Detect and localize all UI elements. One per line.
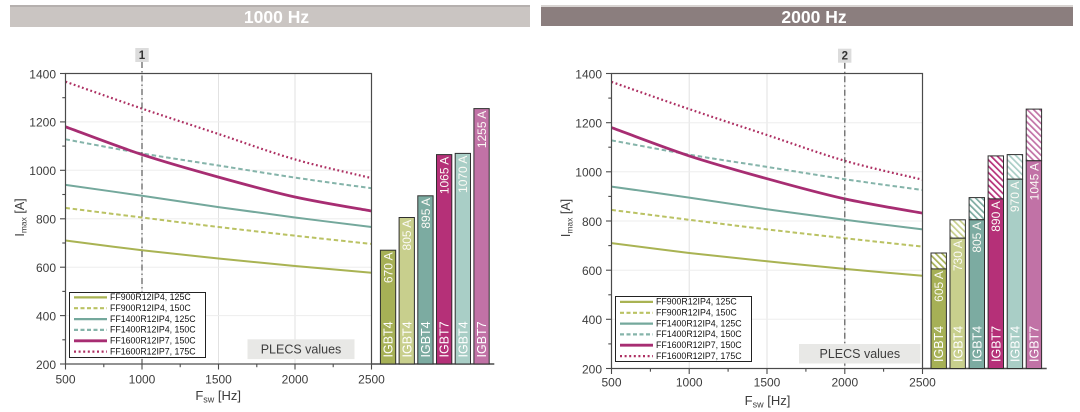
svg-text:1070 A: 1070 A	[456, 156, 470, 193]
svg-text:2500: 2500	[909, 376, 936, 390]
svg-text:800: 800	[36, 213, 56, 227]
svg-text:895 A: 895 A	[419, 198, 433, 229]
svg-text:FF900R12IP4, 125C: FF900R12IP4, 125C	[656, 297, 737, 307]
svg-text:500: 500	[601, 376, 621, 390]
svg-text:FF1600R12IP7, 150C: FF1600R12IP7, 150C	[656, 340, 742, 350]
svg-text:200: 200	[582, 362, 602, 376]
svg-text:IGBT4: IGBT4	[400, 321, 414, 357]
svg-text:Imax [A]: Imax [A]	[13, 198, 29, 236]
svg-text:FF900R12IP4, 150C: FF900R12IP4, 150C	[656, 308, 737, 318]
svg-text:1200: 1200	[29, 116, 56, 130]
svg-text:1400: 1400	[29, 67, 56, 81]
svg-text:970 A: 970 A	[1008, 181, 1022, 212]
svg-text:730 A: 730 A	[951, 240, 965, 271]
svg-text:FF1400R12IP4, 125C: FF1400R12IP4, 125C	[656, 318, 742, 328]
svg-text:IGBT4: IGBT4	[951, 326, 965, 362]
svg-text:2000: 2000	[831, 376, 858, 390]
svg-text:IGBT4: IGBT4	[932, 326, 946, 362]
svg-text:FF1400R12IP4, 150C: FF1400R12IP4, 150C	[110, 325, 196, 335]
svg-text:IGBT7: IGBT7	[438, 321, 452, 357]
svg-text:600: 600	[36, 261, 56, 275]
svg-text:1500: 1500	[205, 373, 232, 387]
svg-text:IGBT4: IGBT4	[456, 321, 470, 357]
svg-text:IGBT4: IGBT4	[419, 321, 433, 357]
svg-text:1255 A: 1255 A	[475, 111, 489, 148]
svg-text:2000 Hz: 2000 Hz	[781, 7, 846, 27]
svg-text:805 A: 805 A	[400, 220, 414, 251]
svg-text:Fsw [Hz]: Fsw [Hz]	[195, 388, 241, 405]
svg-text:1500: 1500	[754, 376, 781, 390]
svg-text:500: 500	[55, 373, 75, 387]
svg-text:1: 1	[139, 50, 146, 62]
svg-text:400: 400	[582, 313, 602, 327]
svg-text:IGBT4: IGBT4	[1008, 326, 1022, 362]
svg-text:800: 800	[582, 215, 602, 229]
svg-text:FF1400R12IP4, 150C: FF1400R12IP4, 150C	[656, 329, 742, 339]
svg-text:1400: 1400	[575, 67, 602, 81]
svg-text:2500: 2500	[358, 373, 385, 387]
svg-text:IGBT7: IGBT7	[989, 326, 1003, 362]
svg-text:FF1600R12IP7, 150C: FF1600R12IP7, 150C	[110, 336, 196, 346]
svg-text:FF900R12IP4, 125C: FF900R12IP4, 125C	[110, 292, 191, 302]
svg-text:IGBT4: IGBT4	[970, 326, 984, 362]
svg-text:1000: 1000	[676, 376, 703, 390]
svg-text:1000: 1000	[575, 166, 602, 180]
svg-text:600: 600	[582, 264, 602, 278]
svg-text:FF900R12IP4, 150C: FF900R12IP4, 150C	[110, 303, 191, 313]
svg-text:605 A: 605 A	[932, 271, 946, 302]
svg-text:Imax [A]: Imax [A]	[559, 199, 575, 237]
svg-text:2000: 2000	[282, 373, 309, 387]
svg-text:IGBT7: IGBT7	[475, 321, 489, 357]
svg-text:200: 200	[36, 358, 56, 372]
svg-text:FF1600R12IP7, 175C: FF1600R12IP7, 175C	[656, 351, 742, 361]
svg-text:890 A: 890 A	[989, 201, 1003, 232]
svg-text:400: 400	[36, 309, 56, 323]
svg-text:1000 Hz: 1000 Hz	[244, 7, 309, 27]
svg-text:1000: 1000	[29, 164, 56, 178]
svg-text:805 A: 805 A	[970, 222, 984, 253]
svg-text:FF1400R12IP4, 125C: FF1400R12IP4, 125C	[110, 314, 196, 324]
svg-text:670 A: 670 A	[381, 252, 395, 283]
svg-text:IGBT4: IGBT4	[382, 321, 396, 357]
svg-text:Fsw [Hz]: Fsw [Hz]	[745, 393, 791, 410]
svg-text:IGBT7: IGBT7	[1027, 326, 1041, 362]
svg-text:FF1600R12IP7, 175C: FF1600R12IP7, 175C	[110, 346, 196, 356]
svg-text:2: 2	[842, 51, 848, 63]
svg-text:PLECS values: PLECS values	[819, 347, 900, 361]
svg-text:1065 A: 1065 A	[437, 157, 451, 194]
svg-text:1200: 1200	[575, 117, 602, 131]
svg-text:1000: 1000	[129, 373, 156, 387]
svg-text:1045 A: 1045 A	[1027, 163, 1041, 200]
svg-text:PLECS values: PLECS values	[261, 343, 342, 357]
